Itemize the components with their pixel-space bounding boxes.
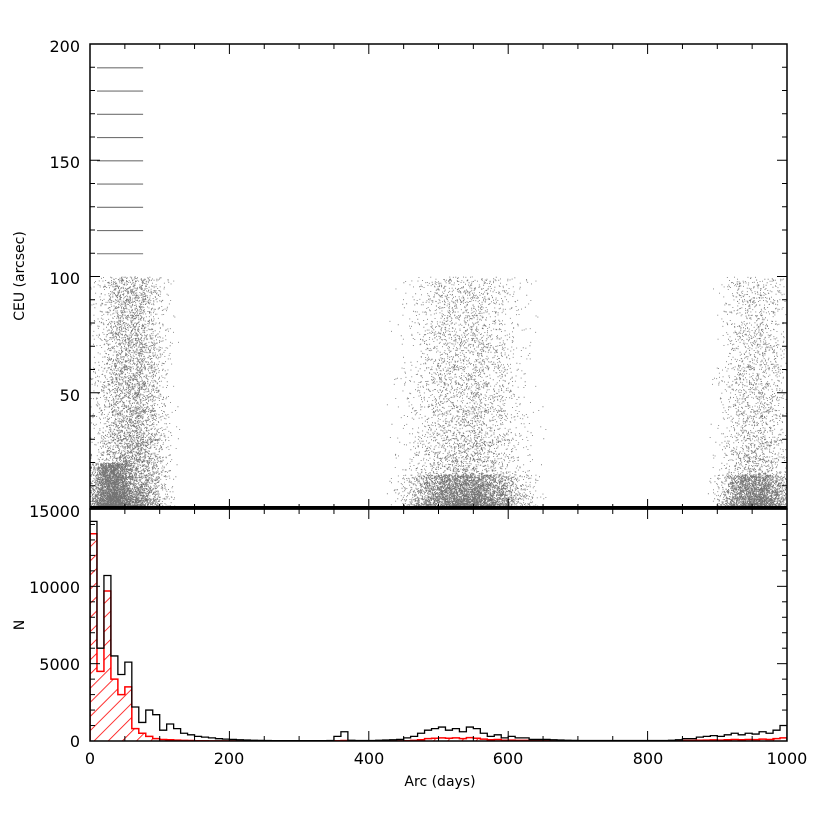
top-y-tick-label-50: 50 bbox=[60, 386, 80, 405]
x-tick-label-800: 800 bbox=[633, 749, 664, 768]
histogram-frame bbox=[89, 508, 788, 742]
top-minor-ticks bbox=[89, 43, 788, 510]
x-tick-label-1000: 1000 bbox=[767, 749, 808, 768]
x-tick-label-600: 600 bbox=[493, 749, 524, 768]
bot-y-tick-label-10000: 10000 bbox=[29, 578, 80, 597]
x-tick-label-400: 400 bbox=[354, 749, 385, 768]
scatter-points bbox=[90, 67, 787, 509]
top-y-tick-label-0: 15000 bbox=[29, 502, 80, 521]
hatched-histogram bbox=[90, 533, 787, 741]
x-tick-label-200: 200 bbox=[214, 749, 245, 768]
bot-y-axis-title: N bbox=[12, 620, 28, 630]
x-tick-label-0: 0 bbox=[85, 749, 95, 768]
top-y-tick-label-100: 100 bbox=[49, 269, 80, 288]
x-axis-title: Arc (days) bbox=[404, 774, 475, 790]
scatter-points-path bbox=[90, 67, 787, 509]
outline-series-line bbox=[90, 520, 787, 741]
hatched-series-outline bbox=[90, 533, 787, 741]
bot-y-tick-label-0: 0 bbox=[70, 732, 80, 751]
top-y-tick-label-200: 200 bbox=[49, 37, 80, 56]
scatter-panel: 200 150 100 50 15000 CEU (arcsec) bbox=[12, 37, 788, 521]
outline-histogram bbox=[90, 520, 787, 741]
bottom-minor-ticks bbox=[89, 508, 788, 742]
scatter-frame bbox=[89, 43, 788, 510]
hatched-series-fill bbox=[90, 533, 787, 741]
bot-y-tick-label-5000: 5000 bbox=[39, 655, 80, 674]
top-y-axis-title: CEU (arcsec) bbox=[12, 231, 28, 321]
top-y-tick-label-150: 150 bbox=[49, 153, 80, 172]
histogram-panel: 10000 5000 0 N 0 200 400 600 800 1000 Ar… bbox=[12, 508, 808, 790]
